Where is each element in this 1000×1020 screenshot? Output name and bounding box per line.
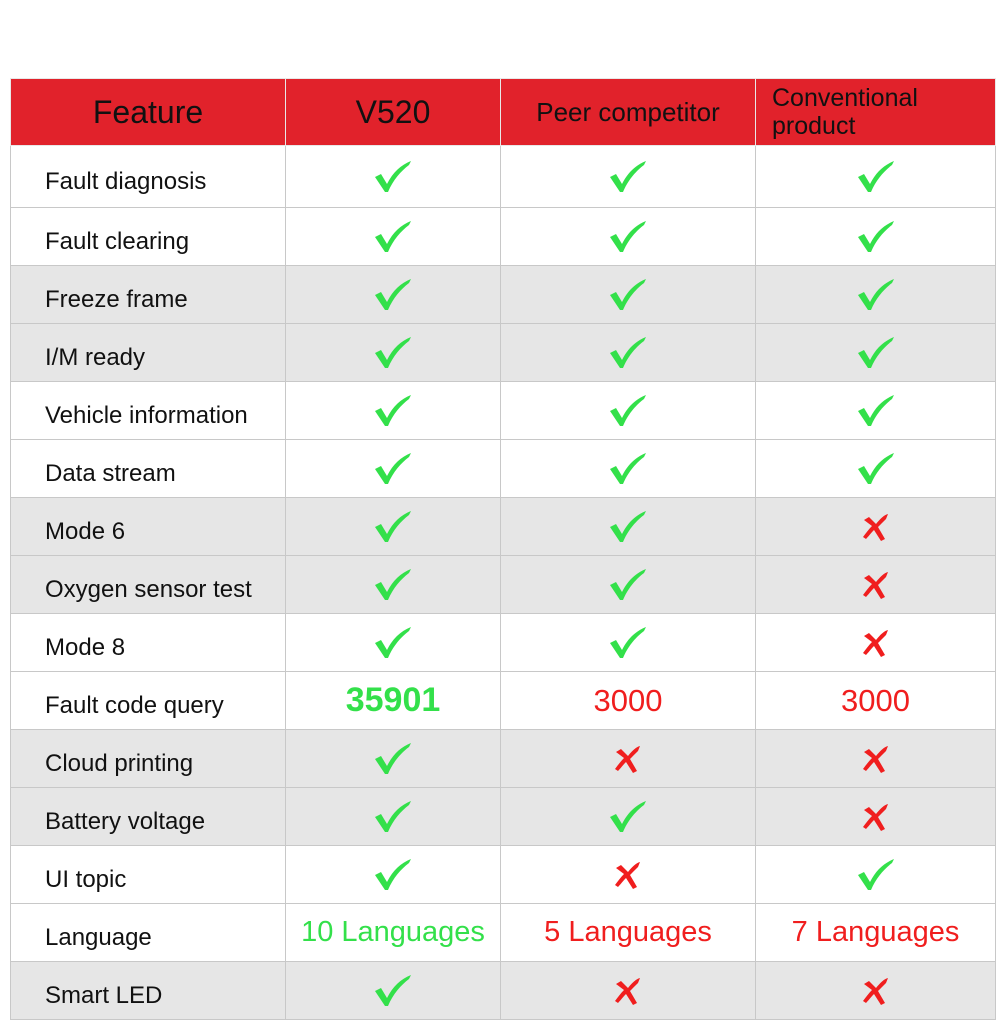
cell-value: 7 Languages <box>791 916 960 948</box>
feature-label: I/M ready <box>10 323 286 382</box>
cross-icon <box>755 787 996 846</box>
cross-icon <box>500 845 756 904</box>
table-row: Freeze frame <box>10 265 996 324</box>
table-row: Fault clearing <box>10 207 996 266</box>
value-cell: 7 Languages <box>755 903 996 962</box>
table-row: Battery voltage <box>10 787 996 846</box>
feature-label: Freeze frame <box>10 265 286 324</box>
cross-icon <box>755 961 996 1020</box>
cell-value: 10 Languages <box>301 916 485 948</box>
table-row: Vehicle information <box>10 381 996 440</box>
feature-label: UI topic <box>10 845 286 904</box>
feature-label: Vehicle information <box>10 381 286 440</box>
cross-icon <box>500 729 756 788</box>
table-row: I/M ready <box>10 323 996 382</box>
cross-icon <box>500 961 756 1020</box>
check-icon <box>755 265 996 324</box>
feature-label: Mode 8 <box>10 613 286 672</box>
check-icon <box>500 497 756 556</box>
cell-value: 3000 <box>841 682 910 718</box>
feature-label: Oxygen sensor test <box>10 555 286 614</box>
check-icon <box>500 381 756 440</box>
check-icon <box>285 207 501 266</box>
check-icon <box>500 207 756 266</box>
feature-label: Smart LED <box>10 961 286 1020</box>
check-icon <box>755 145 996 208</box>
table-row: Cloud printing <box>10 729 996 788</box>
check-icon <box>755 845 996 904</box>
check-icon <box>285 381 501 440</box>
cell-value: 5 Languages <box>544 916 712 948</box>
comparison-table: Feature V520 Peer competitor Conventiona… <box>10 78 996 1020</box>
check-icon <box>500 265 756 324</box>
header-v520: V520 <box>285 78 501 146</box>
table-row: Language 10 Languages 5 Languages 7 Languag… <box>10 903 996 962</box>
check-icon <box>285 323 501 382</box>
value-cell: 3000 <box>755 671 996 730</box>
table-row: Oxygen sensor test <box>10 555 996 614</box>
check-icon <box>500 555 756 614</box>
feature-label: Mode 6 <box>10 497 286 556</box>
feature-label: Data stream <box>10 439 286 498</box>
check-icon <box>285 145 501 208</box>
check-icon <box>500 613 756 672</box>
check-icon <box>285 439 501 498</box>
value-cell: 5 Languages <box>500 903 756 962</box>
feature-label: Fault diagnosis <box>10 145 286 208</box>
check-icon <box>755 207 996 266</box>
check-icon <box>500 439 756 498</box>
feature-label: Cloud printing <box>10 729 286 788</box>
check-icon <box>500 323 756 382</box>
table-row: UI topic <box>10 845 996 904</box>
check-icon <box>285 729 501 788</box>
check-icon <box>285 613 501 672</box>
check-icon <box>285 961 501 1020</box>
check-icon <box>285 555 501 614</box>
check-icon <box>755 323 996 382</box>
value-cell: 35901 <box>285 671 501 730</box>
table-row: Fault code query 35901 3000 3000 <box>10 671 996 730</box>
header-row: Feature V520 Peer competitor Conventiona… <box>10 78 996 146</box>
header-conventional-product: Conventional product <box>755 78 996 146</box>
check-icon <box>755 381 996 440</box>
table-row: Mode 6 <box>10 497 996 556</box>
check-icon <box>285 265 501 324</box>
header-peer-competitor: Peer competitor <box>500 78 756 146</box>
cross-icon <box>755 729 996 788</box>
table-row: Data stream <box>10 439 996 498</box>
check-icon <box>500 787 756 846</box>
check-icon <box>500 145 756 208</box>
header-feature: Feature <box>10 78 286 146</box>
value-cell: 10 Languages <box>285 903 501 962</box>
feature-label: Fault code query <box>10 671 286 730</box>
cell-value: 35901 <box>345 681 441 719</box>
cell-value: 3000 <box>593 682 663 718</box>
table-row: Smart LED <box>10 961 996 1020</box>
value-cell: 3000 <box>500 671 756 730</box>
check-icon <box>285 497 501 556</box>
cross-icon <box>755 555 996 614</box>
table-row: Fault diagnosis <box>10 145 996 208</box>
cross-icon <box>755 613 996 672</box>
table-row: Mode 8 <box>10 613 996 672</box>
feature-label: Fault clearing <box>10 207 286 266</box>
check-icon <box>285 845 501 904</box>
check-icon <box>755 439 996 498</box>
feature-label: Battery voltage <box>10 787 286 846</box>
feature-label: Language <box>10 903 286 962</box>
cross-icon <box>755 497 996 556</box>
check-icon <box>285 787 501 846</box>
